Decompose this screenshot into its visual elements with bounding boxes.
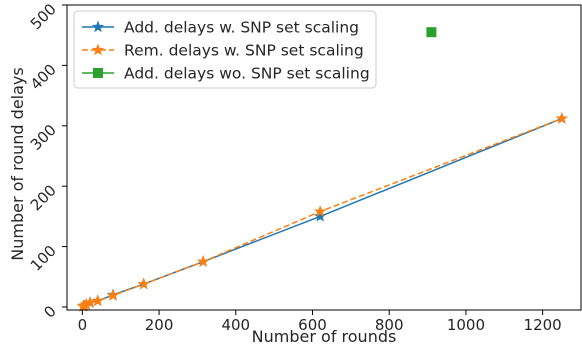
series-2-point	[197, 255, 210, 267]
y-tick-label: 200	[27, 181, 60, 214]
legend-label: Add. delays wo. SNP set scaling	[124, 65, 370, 83]
legend-label: Rem. delays w. SNP set scaling	[124, 42, 364, 60]
legend-marker	[91, 20, 105, 33]
y-tick-label: 300	[27, 121, 60, 154]
x-tick-label: 1200	[524, 316, 562, 334]
series-2-point	[137, 277, 150, 290]
series-2-point	[555, 112, 568, 124]
legend-marker	[91, 43, 105, 56]
legend-entry-3: Add. delays wo. SNP set scaling	[82, 65, 370, 83]
legend-marker	[93, 68, 103, 78]
x-tick-label: 600	[298, 316, 327, 334]
legend-label: Add. delays w. SNP set scaling	[124, 19, 359, 37]
axes-frame	[66, 4, 582, 311]
x-tick-label: 400	[221, 316, 250, 334]
series-3-point	[426, 27, 437, 38]
x-tick-label: 1000	[447, 316, 485, 334]
x-tick-label: 800	[375, 316, 404, 334]
series-3	[426, 27, 437, 38]
series-2-point	[314, 205, 327, 217]
legend: Add. delays w. SNP set scaling Rem. delay…	[73, 10, 377, 89]
y-tick-label: 400	[27, 60, 60, 93]
legend-entry-2: Rem. delays w. SNP set scaling	[82, 42, 364, 60]
x-tick-label: 200	[145, 316, 174, 334]
x-axis-label: Number of rounds	[252, 327, 397, 346]
series-2-point	[91, 294, 104, 307]
y-tick-label: 100	[27, 242, 60, 275]
series-1-point	[314, 209, 327, 222]
series-2	[76, 112, 568, 312]
y-tick-label: 500	[27, 0, 60, 33]
plot-area	[76, 27, 568, 312]
x-tick-label: 0	[78, 316, 88, 334]
legend-entry-1: Add. delays w. SNP set scaling	[82, 19, 359, 37]
y-tick-label: 0	[40, 302, 59, 321]
series-2-point	[83, 296, 97, 308]
y-axis-label: Number of round delays	[8, 67, 27, 260]
legend-box	[73, 10, 377, 89]
series-2-point	[106, 289, 120, 301]
